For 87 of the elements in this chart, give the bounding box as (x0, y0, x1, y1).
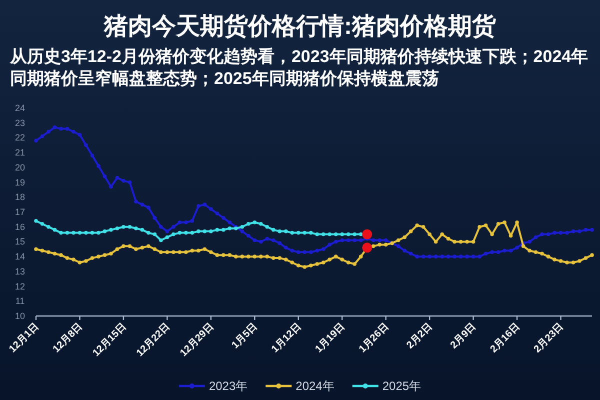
x-tick-label: 2月2日 (404, 321, 435, 352)
point (59, 230, 63, 235)
point (72, 230, 76, 235)
point (109, 228, 113, 232)
point (302, 230, 307, 235)
point (140, 228, 144, 232)
y-tick-label: 21 (14, 148, 26, 158)
point (202, 229, 207, 234)
point (240, 224, 244, 229)
point (340, 232, 344, 236)
chart-title: 猪肉今天期货价格行情:猪肉价格期货 (103, 13, 496, 40)
point (46, 224, 50, 229)
point (184, 230, 188, 235)
point (308, 230, 313, 235)
x-tick-label: 2月9日 (448, 321, 478, 352)
point (328, 232, 332, 236)
y-tick-label: 14 (14, 252, 26, 262)
x-tick-label: 2月16日 (488, 321, 522, 356)
point (284, 229, 288, 234)
y-tick-label: 20 (14, 162, 26, 172)
point (252, 220, 257, 224)
y-tick-label: 13 (14, 266, 26, 276)
point (172, 232, 176, 236)
point (278, 229, 282, 234)
y-tick-label: 17 (14, 207, 26, 217)
point (134, 226, 138, 230)
y-tick-label: 12 (14, 281, 26, 292)
point (84, 230, 88, 235)
point (128, 224, 132, 229)
point (362, 229, 372, 240)
point (159, 238, 163, 242)
point (178, 230, 182, 235)
point (96, 230, 100, 235)
legend-label: 2023年 (208, 379, 248, 393)
x-tick-label: 12月1日 (7, 321, 42, 356)
x-tick-label: 12月29日 (178, 321, 216, 359)
point (321, 232, 326, 236)
point (102, 229, 107, 234)
point (152, 232, 157, 236)
x-tick-label: 1月12日 (270, 321, 304, 356)
y-tick-label: 19 (14, 177, 26, 188)
point (362, 242, 372, 253)
point (352, 232, 357, 236)
point (346, 232, 350, 236)
point (115, 226, 120, 230)
y-tick-label: 18 (14, 192, 26, 202)
point (40, 222, 44, 226)
point (222, 228, 226, 232)
y-tick-label: 15 (14, 236, 26, 247)
x-tick-label: 12月8日 (51, 321, 85, 356)
point (228, 226, 232, 230)
y-tick-label: 23 (14, 118, 26, 128)
legend-label: 2024年 (296, 379, 334, 393)
point (265, 224, 270, 229)
x-tick-label: 12月15日 (90, 321, 129, 359)
point (196, 229, 200, 234)
point (246, 222, 250, 226)
point (52, 228, 57, 232)
x-tick-label: 12月22日 (134, 321, 172, 359)
point (358, 232, 363, 236)
x-tick-label: 2月23日 (532, 321, 566, 356)
x-tick-label: 1月26日 (357, 321, 391, 356)
y-tick-label: 16 (14, 222, 26, 232)
point (209, 229, 213, 234)
y-tick-label: 24 (14, 103, 26, 113)
point (34, 219, 38, 223)
point (271, 228, 276, 232)
point (90, 230, 94, 235)
y-tick-label: 10 (14, 311, 26, 321)
point (65, 230, 70, 235)
legend-label: 2025年 (382, 379, 422, 393)
point (190, 230, 194, 235)
point (78, 230, 82, 235)
point (165, 235, 170, 240)
chart-subtitle: 从历史3年12-2月份猪价变化趋势看，2023年同期猪价持续快速下跌；2024年同期猪价呈窄幅盘整态势；2025年同期猪价保持横盘震荡 (9, 47, 588, 88)
point (290, 230, 294, 235)
point (122, 224, 126, 229)
point (259, 222, 263, 226)
point (146, 230, 150, 235)
y-tick-label: 11 (15, 296, 25, 306)
point (296, 230, 300, 235)
x-tick-label: 1月19日 (314, 321, 348, 356)
y-tick-label: 22 (14, 132, 26, 143)
x-tick-label: 1月5日 (230, 321, 260, 352)
point (215, 228, 220, 232)
point (315, 232, 320, 236)
point (334, 232, 338, 236)
